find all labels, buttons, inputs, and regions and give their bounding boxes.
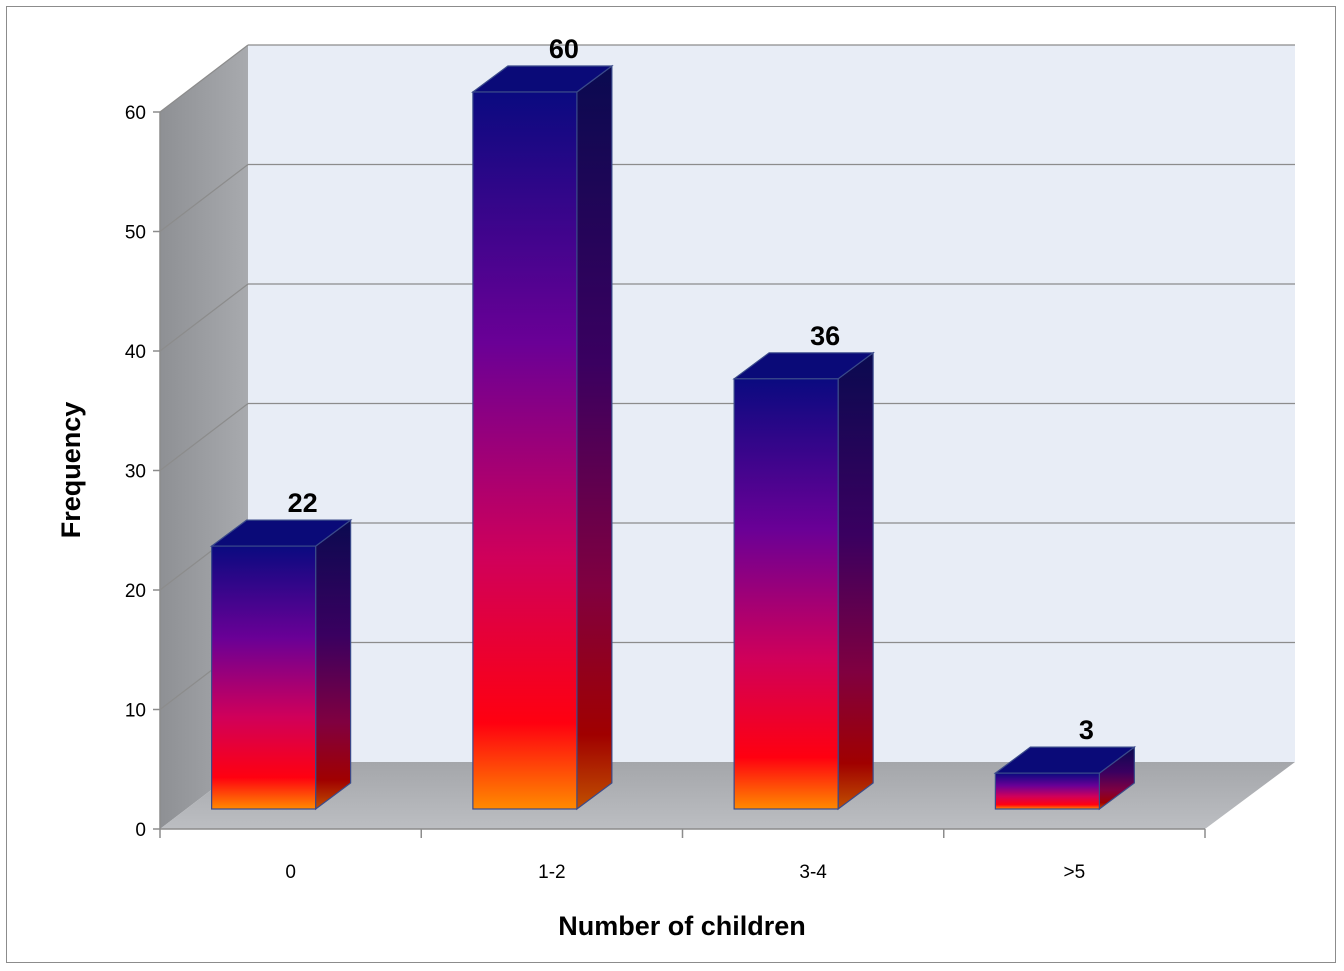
y-tick-label: 50	[125, 223, 146, 244]
x-tick-label: 0	[285, 862, 296, 883]
data-label: 3	[1079, 715, 1094, 745]
bar-front	[994, 772, 1100, 810]
y-tick-label: 20	[125, 581, 146, 602]
bar-side	[837, 351, 874, 811]
y-tick-label: 60	[125, 103, 146, 124]
y-tick-label: 30	[125, 462, 146, 483]
bar-front	[211, 545, 317, 810]
value-labels: 22 60 36 3	[288, 34, 1094, 745]
bar-front	[733, 378, 839, 810]
bar	[209, 518, 353, 811]
gridline-side	[159, 403, 249, 471]
gridline-side	[159, 44, 249, 113]
bar-side	[315, 518, 352, 811]
y-tick-label: 0	[135, 820, 146, 841]
x-tick-label: 3-4	[799, 862, 827, 883]
x-tick-label: 1-2	[538, 862, 565, 883]
bar-front	[472, 91, 578, 810]
bar	[471, 64, 614, 811]
y-axis-ticks: 0 10 20 30 40 50 60	[125, 103, 160, 841]
bar	[993, 745, 1137, 811]
bars	[209, 64, 1137, 811]
data-label: 36	[810, 321, 840, 351]
gridline-side	[159, 283, 249, 352]
x-axis-title: Number of children	[558, 911, 806, 941]
bar-side	[576, 64, 613, 811]
bar	[732, 351, 875, 811]
gridline-side	[159, 164, 249, 232]
x-axis-ticks: 0 1-2 3-4 >5	[159, 829, 1206, 883]
y-tick-label: 10	[125, 701, 146, 722]
data-label: 22	[288, 488, 318, 518]
y-tick-label: 40	[125, 342, 146, 363]
x-tick-label: >5	[1064, 862, 1086, 883]
data-label: 60	[549, 34, 579, 64]
y-axis-title: Frequency	[56, 402, 86, 539]
